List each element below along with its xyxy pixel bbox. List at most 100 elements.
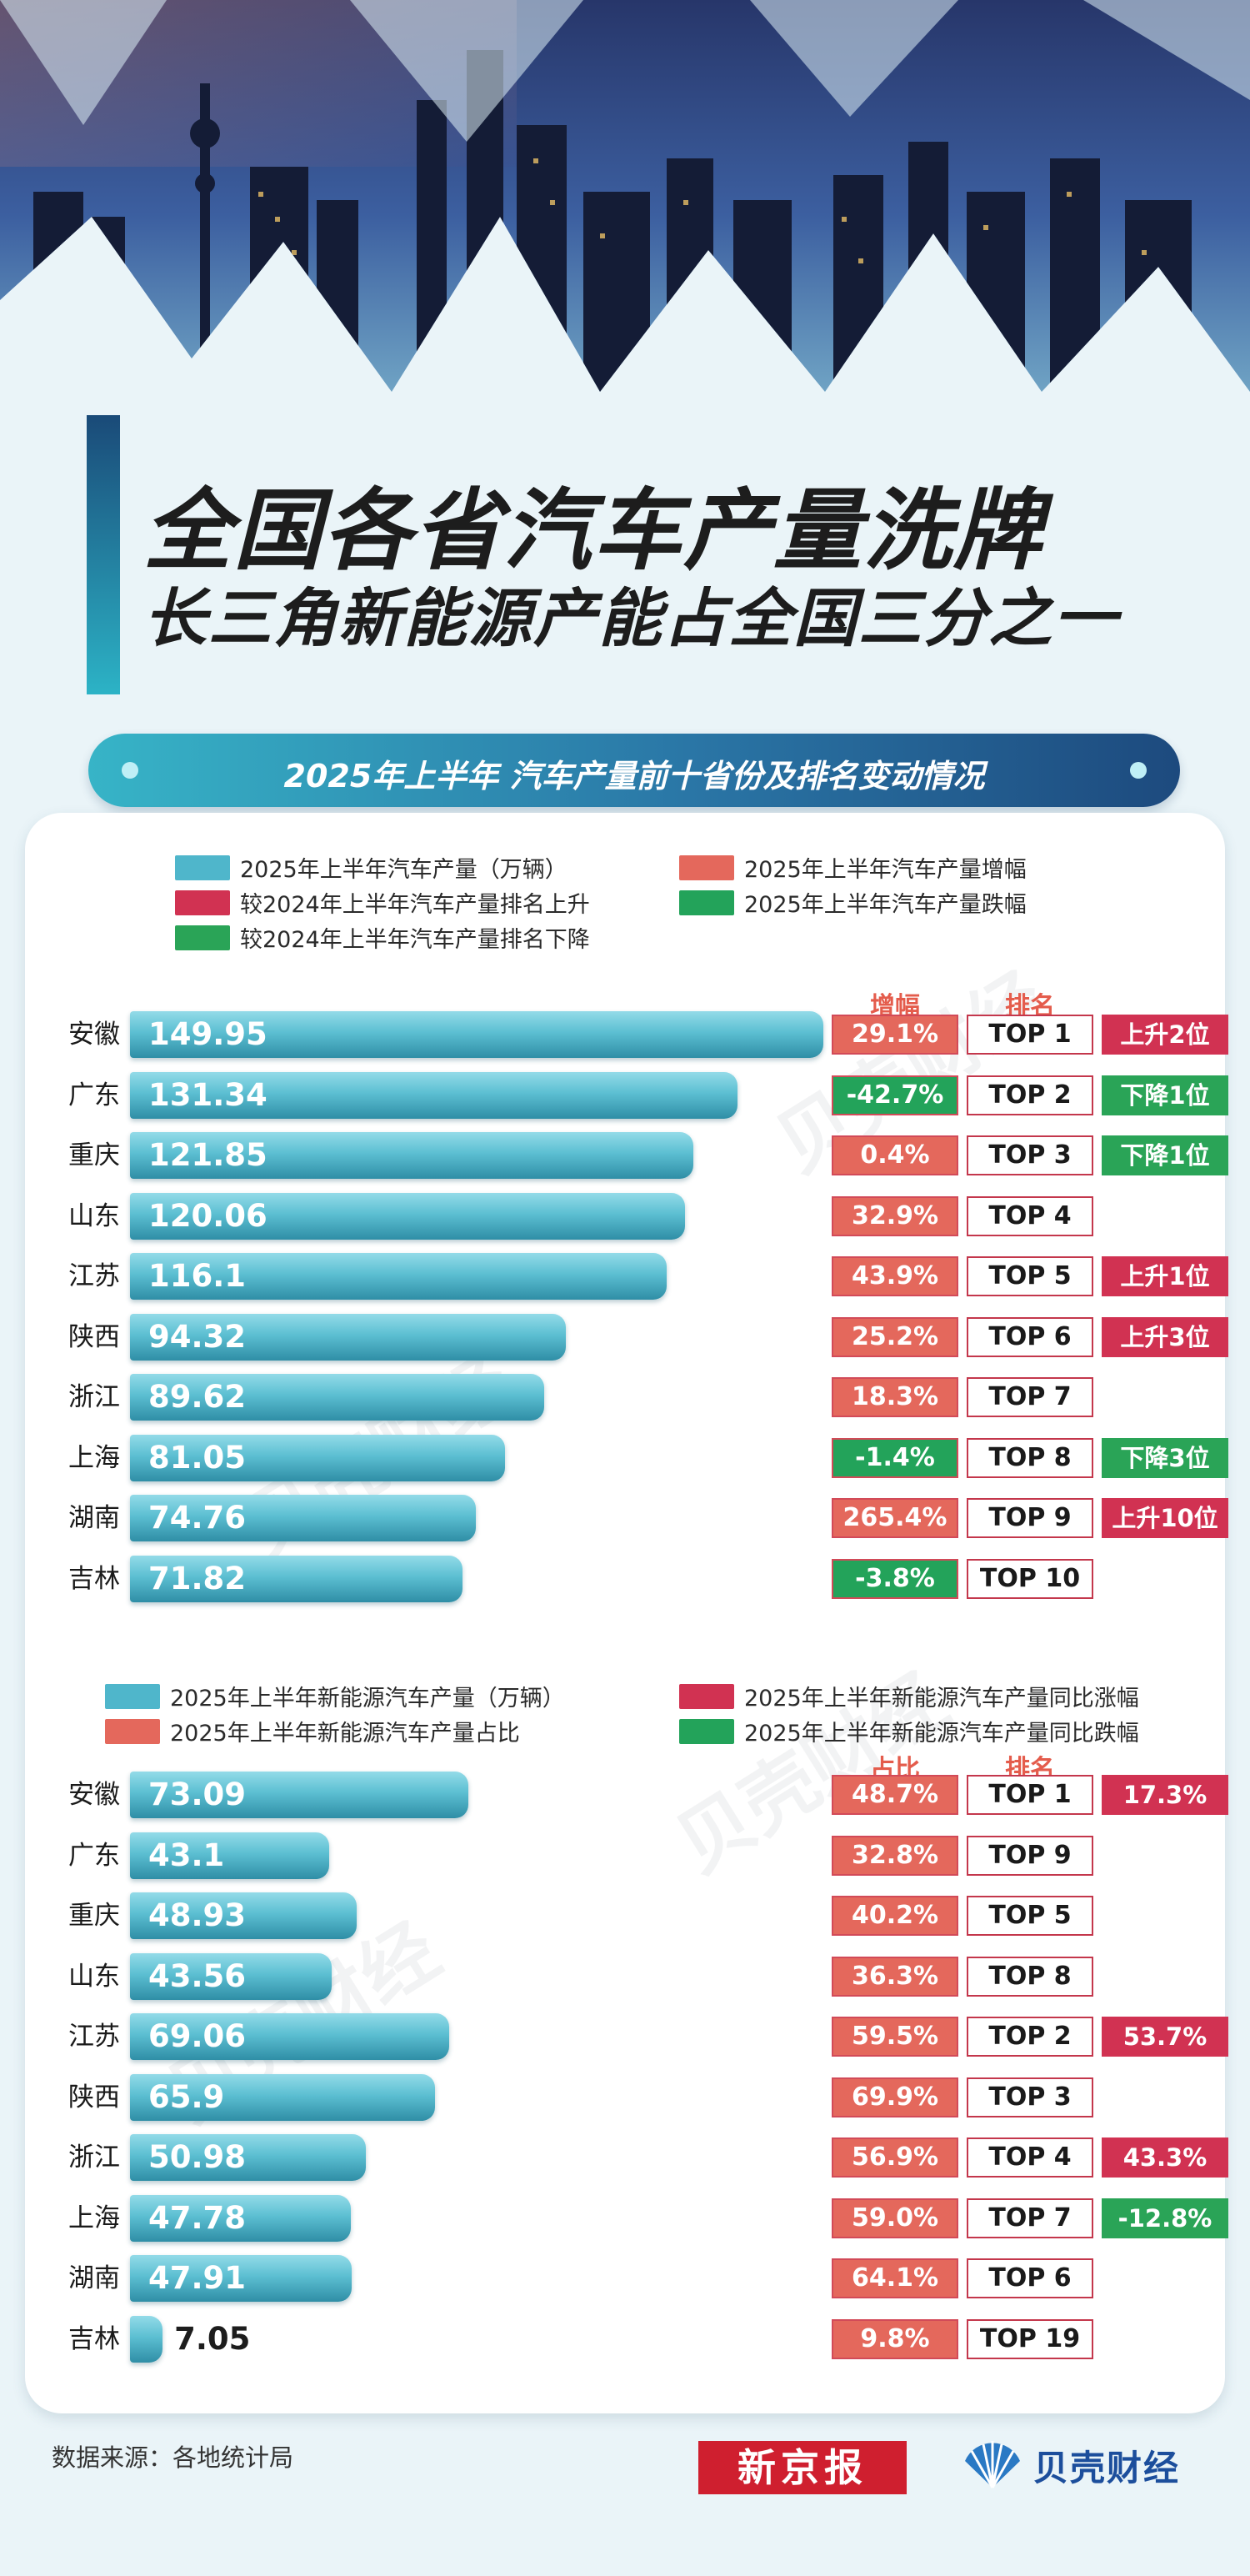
bar-value-label: 7.05 [174, 2320, 251, 2357]
legend-label: 2025年上半年新能源汽车产量（万辆） [170, 1686, 565, 1711]
province-label: 吉林 [68, 1563, 120, 1594]
bar-value-label: 81.05 [148, 1439, 247, 1476]
legend-increase: 2025年上半年汽车产量增幅 [679, 851, 1027, 884]
growth-badge: 18.3% [832, 1377, 958, 1417]
legend-label: 2025年上半年汽车产量增幅 [744, 857, 1027, 883]
growth-badge: -1.4% [832, 1437, 958, 1478]
page-title: 全国各省汽车产量洗牌 [143, 479, 1043, 582]
bar [130, 1892, 357, 1939]
share-badge: 48.7% [832, 1775, 958, 1815]
province-label: 安徽 [68, 1020, 120, 1050]
legend-swatch [175, 854, 230, 880]
growth-badge: 32.9% [832, 1195, 958, 1236]
data-source: 数据来源：各地统计局 [52, 2443, 294, 2472]
province-label: 上海 [68, 2203, 120, 2233]
province-label: 江苏 [68, 2022, 120, 2052]
bar-value-label: 47.78 [148, 2199, 247, 2236]
chart-card: 贝壳财经 贝壳财经 贝壳财经 贝壳财经 2025年上半年汽车产量（万辆） 202… [25, 813, 1228, 2413]
bar-value-label: 121.85 [148, 1137, 268, 1173]
bar [130, 1071, 738, 1119]
province-label: 浙江 [68, 2142, 120, 2173]
bar [130, 2194, 352, 2242]
yoy-badge: -12.8% [1102, 2198, 1228, 2238]
province-label: 山东 [68, 1961, 120, 1992]
legend-label: 2025年上半年汽车产量跌幅 [744, 892, 1027, 918]
rank-badge: TOP 5 [967, 1256, 1093, 1296]
beike-logo: 贝壳财经 [960, 2439, 1180, 2491]
rank-badge: TOP 2 [967, 1075, 1093, 1115]
bar-value-label: 131.34 [148, 1076, 268, 1113]
share-badge: 69.9% [832, 2077, 958, 2117]
legend-decrease: 2025年上半年汽车产量跌幅 [679, 886, 1027, 919]
legend-production: 2025年上半年汽车产量（万辆） [175, 851, 568, 884]
rank-badge: TOP 6 [967, 2258, 1093, 2298]
bar-value-label: 73.09 [148, 1777, 247, 1812]
bar [130, 1434, 505, 1481]
section-banner: 2025年上半年 汽车产量前十省份及排名变动情况 [88, 734, 1180, 807]
legend-label: 2025年上半年新能源汽车产量同比跌幅 [744, 1721, 1139, 1747]
rank-badge: TOP 6 [967, 1316, 1093, 1357]
bar-value-label: 149.95 [148, 1016, 268, 1052]
bar [130, 1952, 332, 2000]
bar [130, 2013, 450, 2060]
share-badge: 40.2% [832, 1896, 958, 1936]
legend-nev-production: 2025年上半年新能源汽车产量（万辆） [105, 1680, 565, 1712]
rank-change-badge: 下降1位 [1102, 1075, 1228, 1115]
bar-value-label: 65.9 [148, 2078, 225, 2115]
province-label: 浙江 [68, 1382, 120, 1412]
growth-badge: -3.8% [832, 1558, 958, 1599]
xinjingbao-logo: 新京报 [698, 2441, 907, 2494]
bar [130, 1011, 824, 1058]
banner-dot-left [122, 762, 138, 779]
province-label: 广东 [68, 1840, 120, 1871]
bar [130, 1374, 545, 1421]
legend-swatch [105, 1683, 160, 1709]
legend-label: 2025年上半年新能源汽车产量占比 [170, 1721, 520, 1747]
bar [130, 1253, 668, 1300]
rank-badge: TOP 2 [967, 2017, 1093, 2057]
bar [130, 1772, 468, 1818]
province-label: 上海 [68, 1442, 120, 1473]
province-label: 重庆 [68, 1140, 120, 1170]
title-accent-bar [87, 415, 120, 694]
share-badge: 59.0% [832, 2198, 958, 2238]
section-banner-text: 2025年上半年 汽车产量前十省份及排名变动情况 [283, 758, 985, 794]
bar [130, 2134, 366, 2181]
rank-badge: TOP 8 [967, 1437, 1093, 1478]
rank-change-badge: 上升10位 [1102, 1498, 1228, 1538]
growth-badge: 0.4% [832, 1135, 958, 1175]
rank-badge: TOP 8 [967, 1956, 1093, 1997]
share-badge: 56.9% [832, 2137, 958, 2178]
city-skyline-banner [0, 0, 1250, 392]
yoy-badge: 43.3% [1102, 2137, 1228, 2178]
province-label: 江苏 [68, 1261, 120, 1291]
rank-badge: TOP 7 [967, 2198, 1093, 2238]
legend-label: 2025年上半年汽车产量（万辆） [240, 857, 568, 883]
rank-badge: TOP 1 [967, 1775, 1093, 1815]
growth-badge: 265.4% [832, 1498, 958, 1538]
rank-badge: TOP 19 [967, 2318, 1093, 2359]
legend-nev-yoy-up: 2025年上半年新能源汽车产量同比涨幅 [679, 1680, 1139, 1712]
bar-value-label: 43.1 [148, 1837, 225, 1873]
province-label: 广东 [68, 1080, 120, 1110]
bar [130, 1192, 686, 1240]
bar-value-label: 120.06 [148, 1197, 268, 1234]
province-label: 重庆 [68, 1901, 120, 1931]
legend-swatch [175, 925, 230, 950]
rank-change-badge: 上升1位 [1102, 1256, 1228, 1296]
share-badge: 36.3% [832, 1956, 958, 1997]
bar [130, 1832, 330, 1879]
legend-nev-share: 2025年上半年新能源汽车产量占比 [105, 1715, 520, 1747]
bar-value-label: 71.82 [148, 1560, 247, 1596]
legend-nev-yoy-down: 2025年上半年新能源汽车产量同比跌幅 [679, 1715, 1139, 1747]
share-badge: 59.5% [832, 2017, 958, 2057]
legend-swatch [175, 890, 230, 915]
bar-value-label: 48.93 [148, 1897, 247, 1933]
rank-change-badge: 下降1位 [1102, 1135, 1228, 1175]
growth-badge: -42.7% [832, 1075, 958, 1115]
bar [130, 1313, 567, 1361]
bar-value-label: 47.91 [148, 2260, 247, 2296]
beike-logo-text: 贝壳财经 [1033, 2447, 1181, 2488]
rank-badge: TOP 4 [967, 2137, 1093, 2178]
rank-badge: TOP 4 [967, 1195, 1093, 1236]
